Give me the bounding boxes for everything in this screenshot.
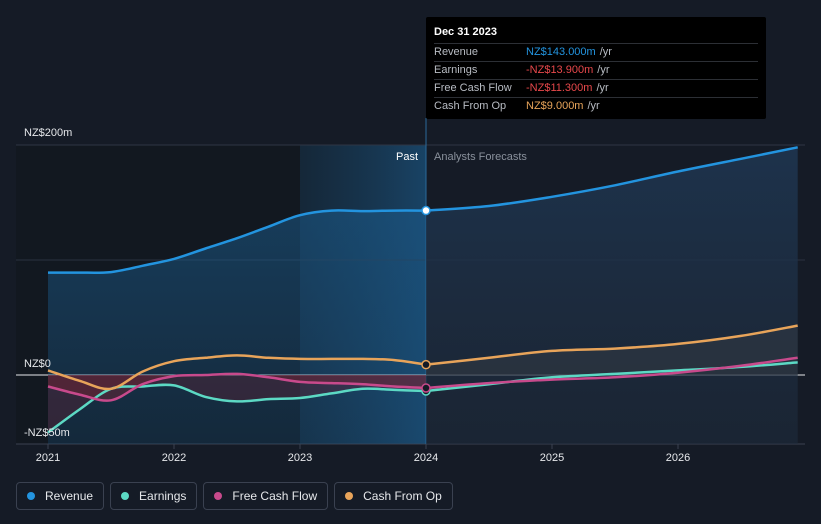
tooltip-date: Dec 31 2023: [434, 26, 497, 38]
legend-dot-icon: [27, 492, 35, 500]
series-lines: [47, 146, 798, 434]
earnings-negative-area: [48, 375, 426, 433]
tooltip-row-free-cash-flow: Free Cash Flow -NZ$11.300m /yr: [434, 79, 758, 97]
cash-from-op-past-line: [47, 354, 427, 391]
free-cash-flow-marker: [421, 383, 431, 393]
tooltip-row-revenue: Revenue NZ$143.000m /yr: [434, 43, 758, 61]
tooltip-label: Cash From Op: [434, 100, 507, 112]
revenue-marker: [421, 205, 431, 216]
revenue-past-line: [47, 209, 427, 275]
tooltip-label: Revenue: [434, 46, 479, 58]
tooltip-unit: /yr: [587, 100, 600, 112]
tooltip-value: -NZ$13.900m: [526, 64, 594, 76]
tooltip-value: NZ$9.000m: [526, 100, 584, 112]
tooltip-row-earnings: Earnings -NZ$13.900m /yr: [434, 61, 758, 79]
legend-label: Revenue: [45, 489, 94, 503]
negative-area: [48, 373, 426, 401]
x-tick-label: 2023: [288, 452, 312, 464]
free-cash-flow-forecast-line: [425, 356, 798, 390]
x-tick-label: 2021: [36, 452, 60, 464]
tooltip-label: Earnings: [434, 64, 478, 76]
axis-labels: NZ$200m NZ$0 -NZ$50m Past Analysts Forec…: [24, 127, 527, 439]
cash-from-op-forecast-line: [425, 324, 798, 366]
x-tick-label: 2024: [414, 452, 438, 464]
tooltip-value: NZ$143.000m: [526, 46, 596, 58]
revenue-forecast-area: [426, 147, 798, 445]
x-tick-label: 2025: [540, 452, 564, 464]
legend-item-cash-from-op[interactable]: Cash From Op: [334, 482, 453, 510]
forecast-label: Analysts Forecasts: [434, 151, 527, 163]
past-label: Past: [396, 151, 418, 163]
y-label-zero: NZ$0: [24, 358, 51, 370]
tooltip-label: Free Cash Flow: [434, 82, 512, 94]
tooltip-unit: /yr: [596, 82, 609, 94]
legend-item-earnings[interactable]: Earnings: [110, 482, 198, 510]
legend-dot-icon: [345, 492, 354, 500]
data-tooltip: Dec 31 2023 Revenue NZ$143.000m /yr Earn…: [426, 17, 766, 119]
chart-legend: Revenue Earnings Free Cash Flow Cash Fro…: [16, 482, 453, 510]
legend-item-revenue[interactable]: Revenue: [16, 482, 105, 510]
legend-label: Earnings: [139, 489, 187, 503]
tooltip-row-cash-from-op: Cash From Op NZ$9.000m /yr: [434, 97, 758, 115]
legend-label: Free Cash Flow: [232, 489, 318, 503]
tooltip-value: -NZ$11.300m: [526, 82, 593, 94]
revenue-forecast-line: [425, 146, 798, 212]
legend-dot-icon: [214, 492, 223, 500]
free-cash-flow-past-line: [47, 372, 427, 402]
y-label-bottom: -NZ$50m: [24, 427, 70, 439]
cash-from-op-forecast-area: [426, 325, 798, 375]
legend-label: Cash From Op: [363, 489, 442, 503]
tooltip-unit: /yr: [597, 64, 610, 76]
y-label-top: NZ$200m: [24, 127, 72, 139]
legend-dot-icon: [121, 492, 130, 500]
x-tick-label: 2026: [666, 452, 690, 464]
x-tick-label: 2022: [162, 452, 186, 464]
cash-from-op-marker: [421, 359, 431, 370]
x-axis-ticks: 2021 2022 2023 2024 2025 2026: [36, 444, 690, 464]
legend-item-free-cash-flow[interactable]: Free Cash Flow: [203, 482, 329, 510]
tooltip-unit: /yr: [599, 46, 612, 58]
series-markers: [421, 205, 431, 396]
